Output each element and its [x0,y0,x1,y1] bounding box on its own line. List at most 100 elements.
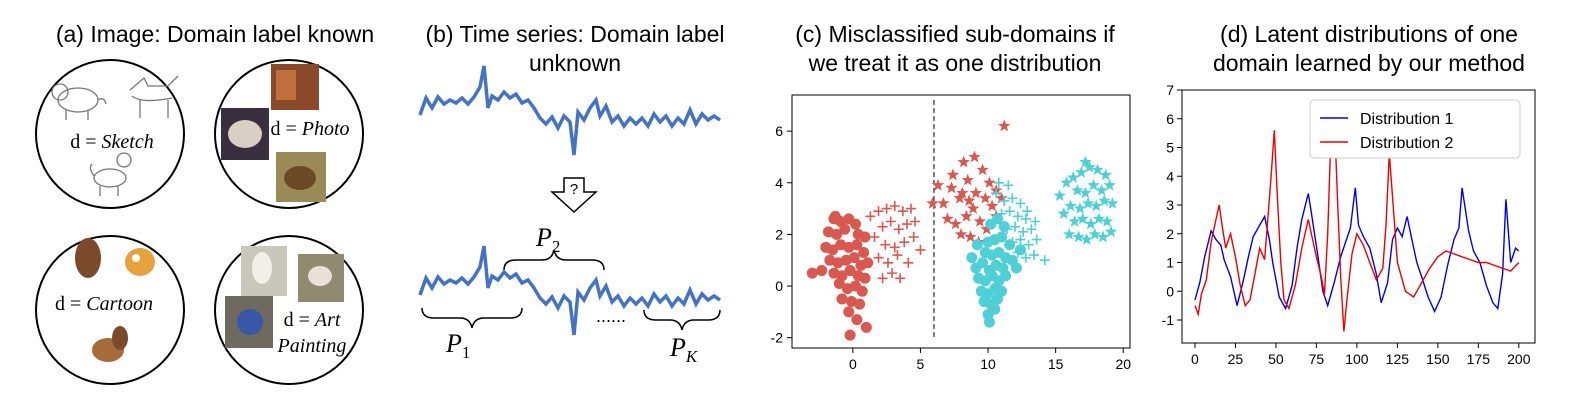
scatter-point [851,314,863,326]
scatter-point [1087,178,1100,191]
scatter-point [996,231,1008,243]
scatter-point [1092,212,1106,225]
scatter-point [937,196,950,209]
y-tick-label: 0 [775,278,783,294]
scatter-point [962,194,976,207]
legend-box [1309,99,1521,159]
scatter-point [833,277,845,289]
scatter-point [1039,255,1050,266]
scatter-point [848,252,860,264]
scatter-point [858,246,870,258]
scatter-point [1060,176,1073,188]
scatter-point [1091,163,1104,176]
photo-circle [214,59,364,209]
scatter-point [1029,250,1040,261]
legend-label: Distribution 2 [1360,135,1453,152]
scatter-point [908,231,919,242]
scatter-point [1068,215,1081,227]
sketch-animals [51,75,179,196]
scatter-point [893,224,904,235]
scatter-point [1004,206,1015,217]
brace-p1 [421,307,523,329]
x-tick-label: 25 [1228,351,1244,367]
scatter-point [1015,234,1026,245]
scatter-point [1018,226,1029,237]
scatter-point [1100,215,1114,227]
scatter-point [941,212,954,225]
scatter-point [1057,207,1070,219]
scatter-point [1096,230,1110,243]
scatter-point [844,329,856,341]
art-circle [214,235,364,385]
scatter-point [1071,184,1084,196]
scatter-point [1080,233,1093,245]
art-label: d = Art [284,309,341,331]
scatter-point [931,178,945,191]
y-tick-label: 3 [1166,197,1174,213]
scatter-point [992,213,1004,225]
scatter-point [899,237,910,248]
scatter-point [1015,198,1026,209]
scatter-point [989,303,1001,315]
scatter-point [882,257,893,268]
scatter-point [873,206,884,217]
x-tick-label: 150 [1426,351,1450,367]
scatter-point [903,257,914,268]
scatter-point [885,216,896,227]
scatter-point [956,186,969,199]
time-series-bottom [418,245,721,336]
y-tick-label: 2 [1166,226,1174,242]
label-p2: P2 [535,223,560,256]
brace-p2 [503,249,605,271]
scatter-point [1001,224,1012,235]
scatter-point [892,250,903,261]
scatter-point [957,155,970,168]
down-arrow-icon [550,177,598,214]
time-series-top [418,65,721,156]
scatter-point [1106,196,1119,209]
scatter-point [1026,224,1037,235]
scatter-point [1014,244,1026,256]
scatter-point [1023,239,1034,250]
scatter-point [827,244,839,256]
scatter-point [1081,196,1095,209]
scatter-point [1022,206,1033,217]
scatter-point [843,306,855,318]
cartoon-label: d = Cartoon [55,293,153,315]
label-p1: P1 [445,329,470,362]
scatter-point [905,203,916,214]
y-tick-label: 4 [775,175,783,191]
scatter-frame [791,94,1131,349]
y-tick-label: 5 [1166,140,1174,156]
scatter-point [960,209,973,222]
y-tick-label: -2 [771,330,784,346]
scatter-point [969,186,983,199]
panel-c-title-line1: (c) Misclassified sub-domains if [795,21,1115,47]
scatter-point [949,217,962,230]
scatter-point [979,191,992,204]
scatter-point [1083,160,1096,173]
scatter-point [1079,155,1092,168]
x-tick-label: 0 [849,356,857,372]
scatter-point [1020,213,1031,224]
scatter-point [977,257,989,269]
scatter-point [967,202,980,214]
scatter-point [859,272,871,284]
scatter-point [897,206,908,217]
scatter-point [1010,262,1022,274]
scatter-point [1053,189,1066,201]
panel-b: (b) Time series: Domain label unknown ? … [400,0,750,412]
scatter-point [953,191,966,204]
scatter-point [806,267,818,279]
scatter-plot: 0 5 10 15 20 -2 0 2 4 6 [771,94,1131,372]
x-tick-label: 125 [1386,351,1410,367]
scatter-point [996,208,1007,219]
scatter-point [1103,178,1116,191]
panel-b-title-line1: (b) Time series: Domain label [425,21,725,47]
x-tick-label: 200 [1507,351,1531,367]
scatter-point [865,211,876,222]
scatter-point [1063,227,1076,240]
scatter-point [1064,199,1077,212]
scatter-point [1010,221,1021,232]
x-tick-label: 15 [1048,356,1064,372]
